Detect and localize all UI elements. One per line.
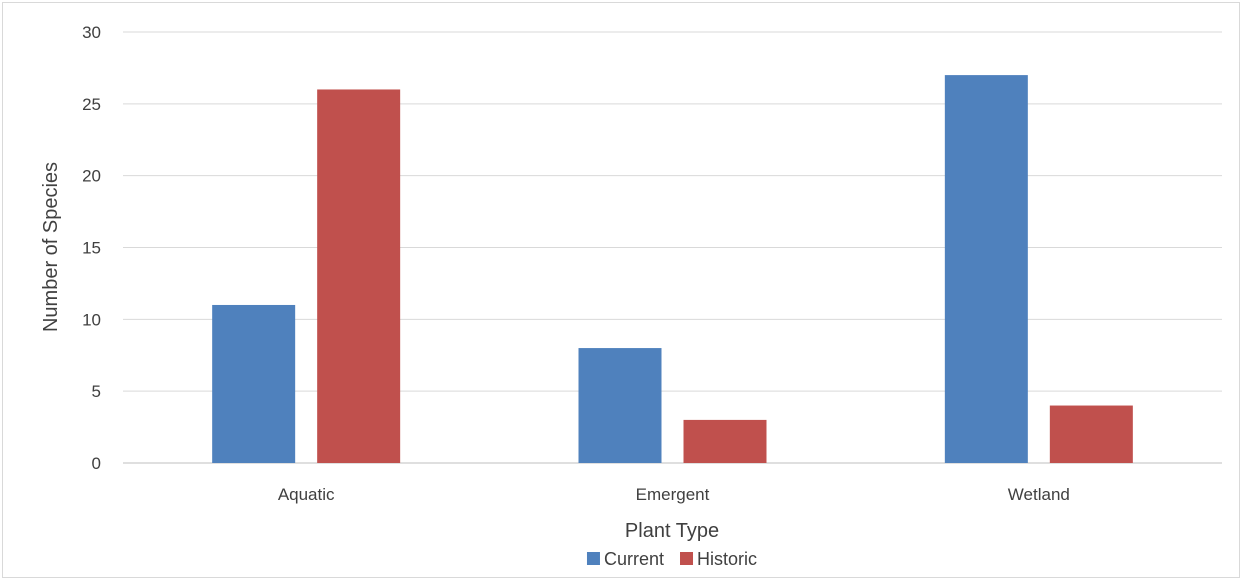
y-tick-label: 15 <box>82 239 101 258</box>
legend-label-current: Current <box>604 549 664 569</box>
y-tick-label: 20 <box>82 167 101 186</box>
y-tick-label: 25 <box>82 95 101 114</box>
x-tick-label: Wetland <box>1008 485 1070 504</box>
x-axis-ticks: Aquatic Emergent Wetland <box>278 485 1070 504</box>
bar-current-emergent <box>578 348 662 463</box>
gridlines <box>123 31 1222 464</box>
x-tick-label: Emergent <box>636 485 710 504</box>
y-tick-label: 10 <box>82 310 101 329</box>
legend: Current Historic <box>586 549 757 569</box>
y-tick-label: 30 <box>82 23 101 42</box>
bar-current-aquatic <box>212 304 296 463</box>
bars <box>212 75 1133 463</box>
legend-label-historic: Historic <box>697 549 757 569</box>
x-tick-label: Aquatic <box>278 485 335 504</box>
y-tick-label: 5 <box>92 382 101 401</box>
y-axis-ticks: 0 5 10 15 20 25 30 <box>82 23 101 473</box>
x-axis-title: Plant Type <box>625 520 719 542</box>
bar-historic-wetland <box>1049 405 1133 463</box>
bar-current-wetland <box>944 75 1028 463</box>
bar-historic-aquatic <box>317 89 401 463</box>
bar-historic-emergent <box>683 419 767 463</box>
y-tick-label: 0 <box>92 454 101 473</box>
legend-swatch-current <box>586 552 600 565</box>
legend-swatch-historic <box>680 552 694 565</box>
y-axis-title: Number of Species <box>40 162 62 332</box>
